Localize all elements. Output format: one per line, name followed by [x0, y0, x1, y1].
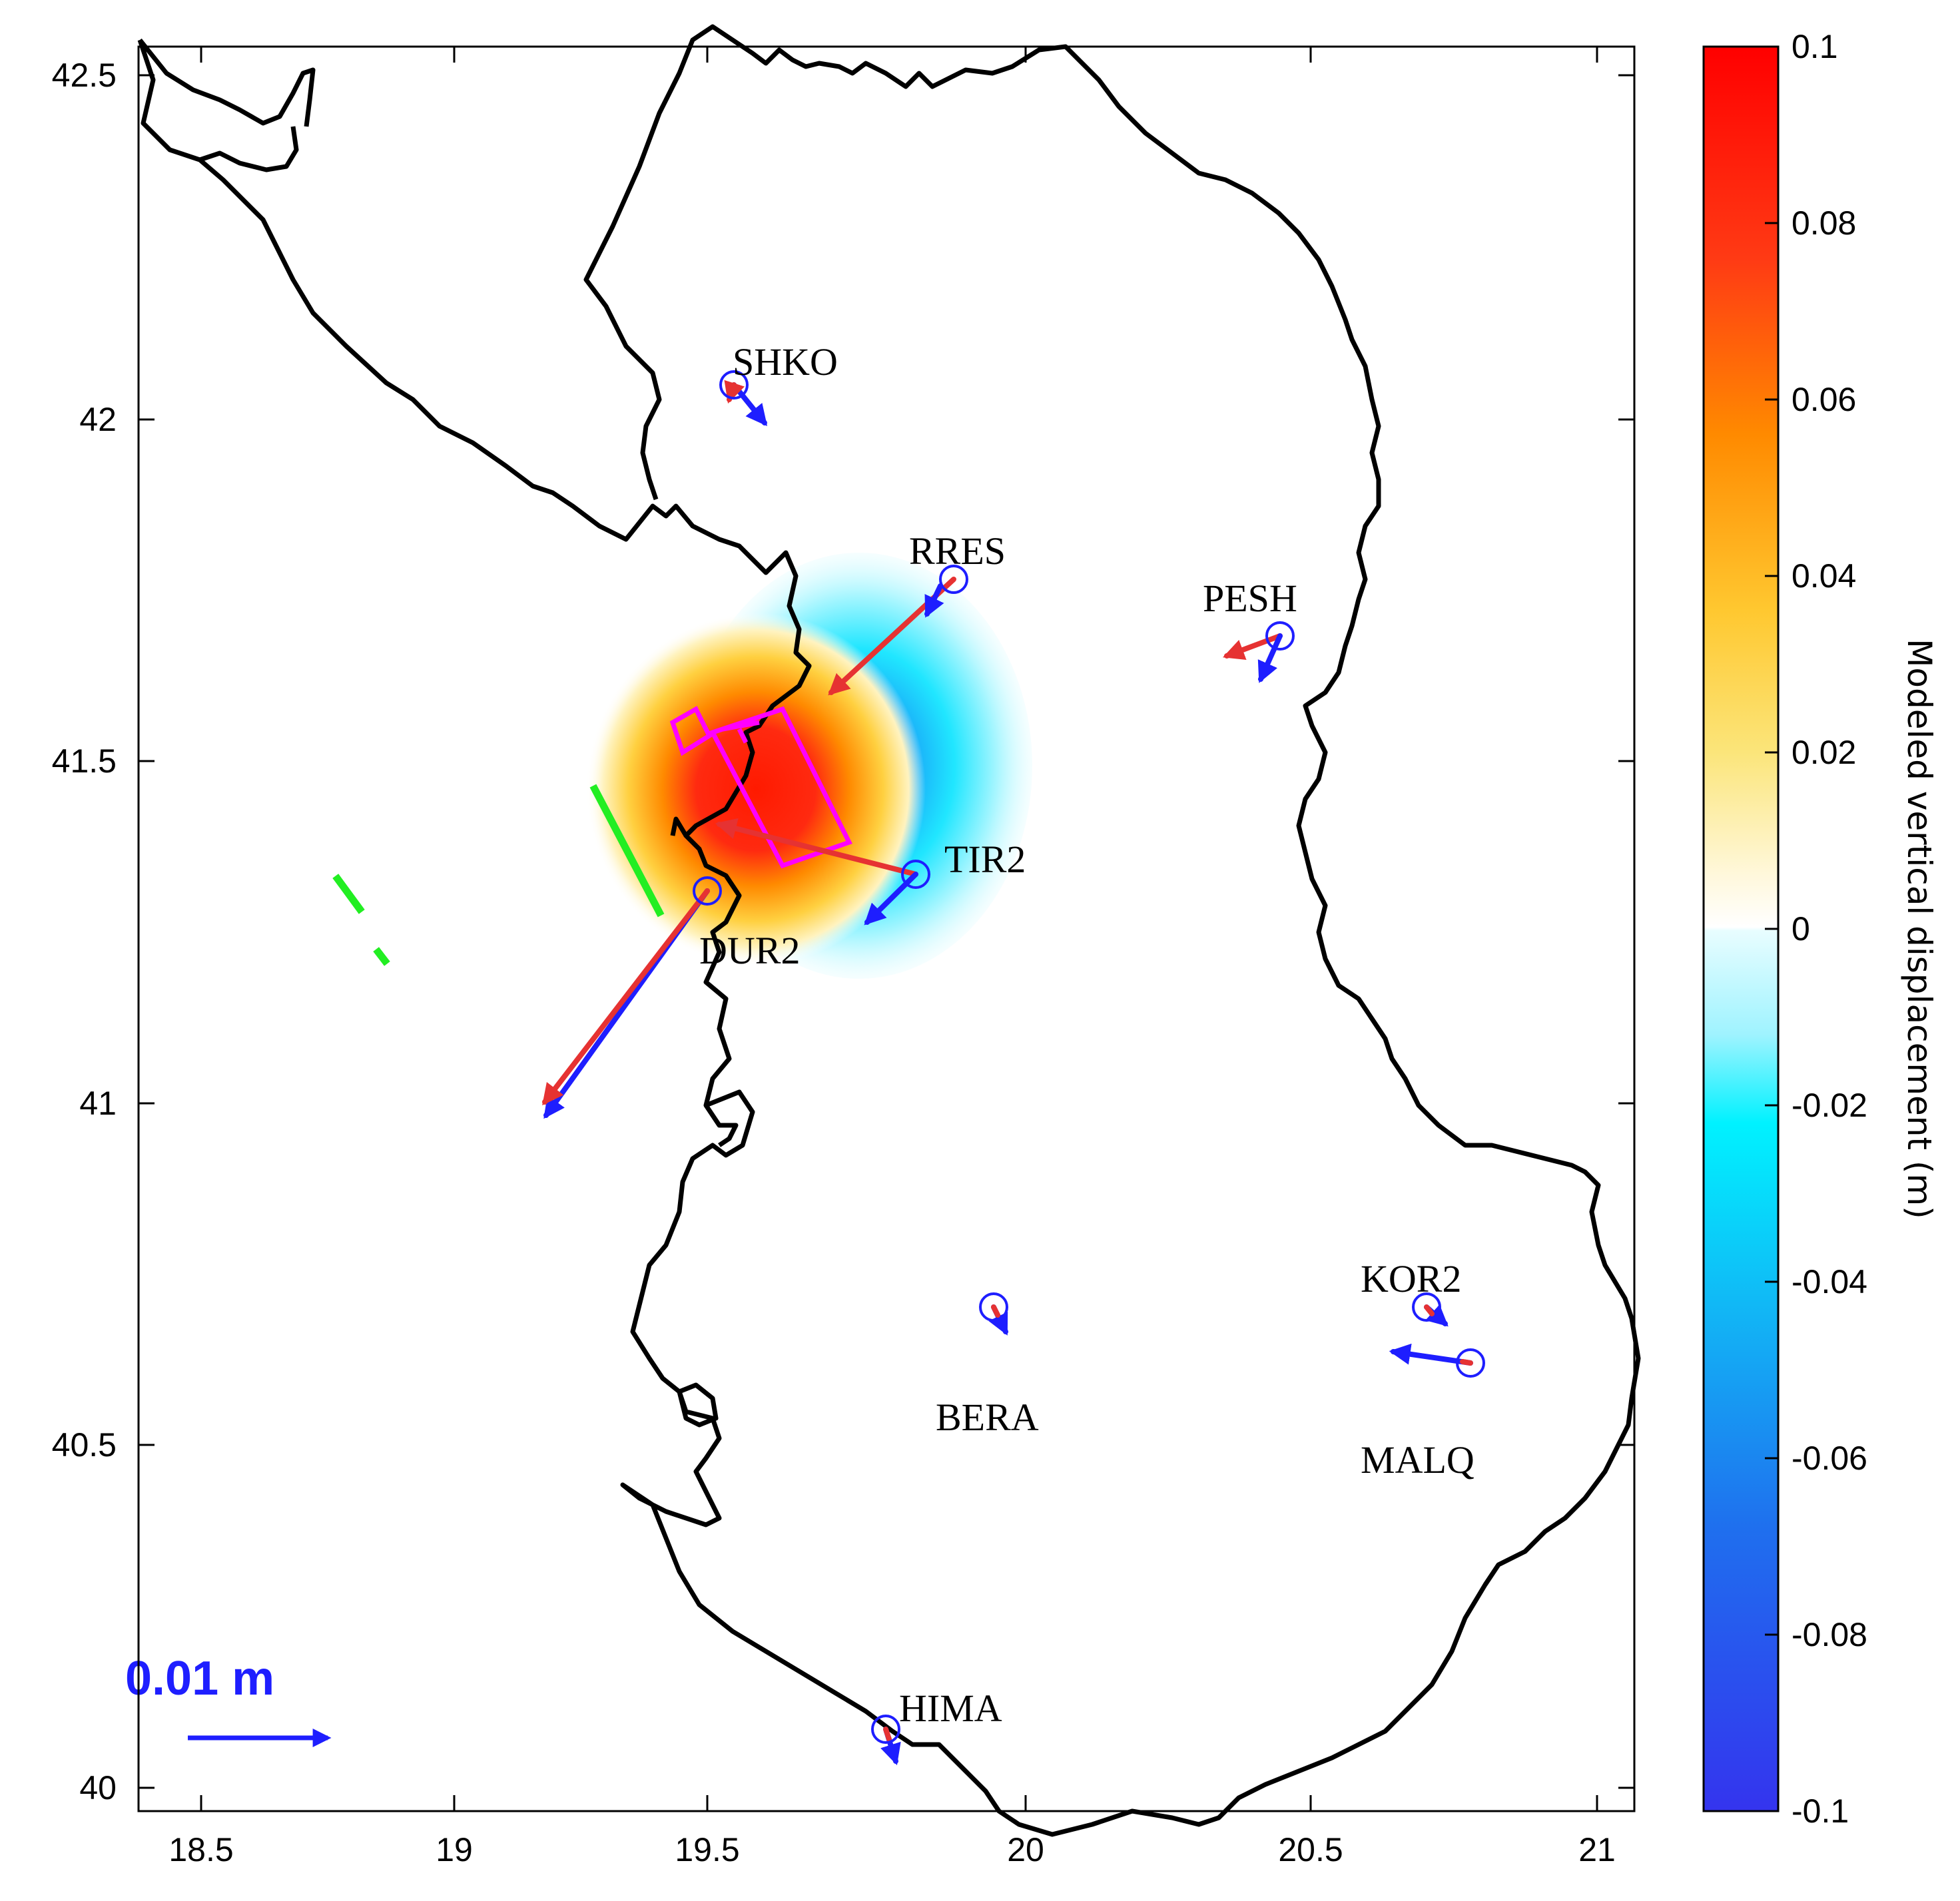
fault-traces [332, 784, 665, 966]
x-tick-label: 20 [1007, 1831, 1044, 1868]
axis-ticks [139, 47, 1634, 1811]
vector-pesh-observed [1257, 633, 1283, 683]
scale-bar: 0.01 m [125, 1652, 332, 1747]
y-tick-label: 42 [79, 401, 117, 438]
station-kor2-marker[interactable] [1412, 1292, 1441, 1322]
y-tick-label: 41.5 [52, 742, 117, 780]
scale-bar-label: 0.01 m [125, 1652, 274, 1705]
station-pesh-marker[interactable] [1265, 621, 1295, 651]
station-label-dur2: DUR2 [699, 929, 800, 972]
colorbar-tick-label: 0.06 [1792, 381, 1856, 418]
station-bera-marker[interactable] [979, 1292, 1008, 1322]
station-tir2-marker[interactable] [901, 860, 930, 889]
vector-shko-observed [731, 382, 768, 426]
colorbar: 0.1 0.08 0.06 0.04 0.02 0 -0.02 -0.04 -0… [1702, 28, 1939, 1830]
vector-bera-modeled [991, 1304, 1000, 1318]
y-tick-label: 41 [79, 1085, 117, 1122]
station-label-shko: SHKO [733, 340, 838, 384]
y-tick-label: 40.5 [52, 1426, 117, 1464]
colorbar-tick-label: 0.04 [1792, 557, 1856, 595]
uplift-lobe [586, 613, 926, 965]
station-label-pesh: PESH [1203, 577, 1297, 620]
fault-patch-small [669, 706, 713, 756]
colorbar-tick-label: -0.08 [1792, 1616, 1867, 1653]
colorbar-tick-label: -0.06 [1792, 1440, 1867, 1477]
colorbar-title: Modeled vertical displacement (m) [1900, 639, 1939, 1219]
station-label-bera: BERA [936, 1396, 1039, 1439]
x-tick-label: 20.5 [1278, 1831, 1343, 1868]
vector-rres-observed [924, 583, 944, 618]
vector-tir2-observed [864, 872, 918, 926]
station-shko-marker[interactable] [719, 370, 749, 400]
colorbar-tick-label: -0.02 [1792, 1087, 1867, 1124]
x-tick-label: 19.5 [675, 1831, 739, 1868]
colorbar-tick-label: -0.1 [1792, 1792, 1849, 1830]
vector-tir2-modeled [715, 818, 918, 877]
x-tick-label: 21 [1578, 1831, 1616, 1868]
station-label-rres: RRES [909, 529, 1006, 573]
colorbar-tick-label: 0.08 [1792, 204, 1856, 242]
fault-trace-main [589, 784, 665, 918]
colorbar-tick-label: 0.02 [1792, 734, 1856, 771]
stations [693, 370, 1485, 1744]
station-label-malq: MALQ [1361, 1438, 1474, 1482]
fault-trace-dash-1 [332, 874, 365, 914]
vector-kor2-modeled [1424, 1304, 1435, 1316]
fault-trace-dash-2 [373, 947, 390, 966]
fault-patch-main [709, 706, 852, 869]
vector-malq-modeled [1460, 1359, 1473, 1366]
vector-pesh-modeled [1223, 633, 1283, 660]
vector-dur2-modeled [542, 888, 710, 1106]
station-label-kor2: KOR2 [1361, 1257, 1461, 1300]
x-tick-labels: 18.5 19 19.5 20 20.5 21 [168, 1831, 1615, 1868]
station-rres-marker[interactable] [939, 565, 968, 594]
station-label-hima: HIMA [899, 1687, 1002, 1730]
x-tick-label: 19 [436, 1831, 473, 1868]
fault-outlines [669, 706, 852, 869]
coastline [137, 24, 1641, 1837]
y-tick-label: 40 [79, 1769, 117, 1806]
station-malq-marker[interactable] [1456, 1348, 1485, 1378]
y-tick-label: 42.5 [52, 57, 117, 94]
vector-hima-modeled [883, 1727, 892, 1742]
displacement-field [586, 553, 1032, 979]
y-tick-labels: 42.5 42 41.5 41 40.5 40 [52, 57, 117, 1806]
station-hima-marker[interactable] [871, 1715, 900, 1744]
vectors [542, 380, 1473, 1766]
station-labels: SHKO RRES PESH TIR2 DUR2 BERA KOR2 MALQ … [699, 340, 1474, 1730]
station-dur2-marker[interactable] [693, 876, 722, 906]
colorbar-tick-label: 0.1 [1792, 28, 1838, 65]
x-tick-label: 18.5 [168, 1831, 233, 1868]
colorbar-tick-label: -0.04 [1792, 1263, 1867, 1300]
station-label-tir2: TIR2 [944, 838, 1026, 881]
map-axes-frame [137, 45, 1636, 1812]
colorbar-tick-label: 0 [1792, 910, 1810, 948]
